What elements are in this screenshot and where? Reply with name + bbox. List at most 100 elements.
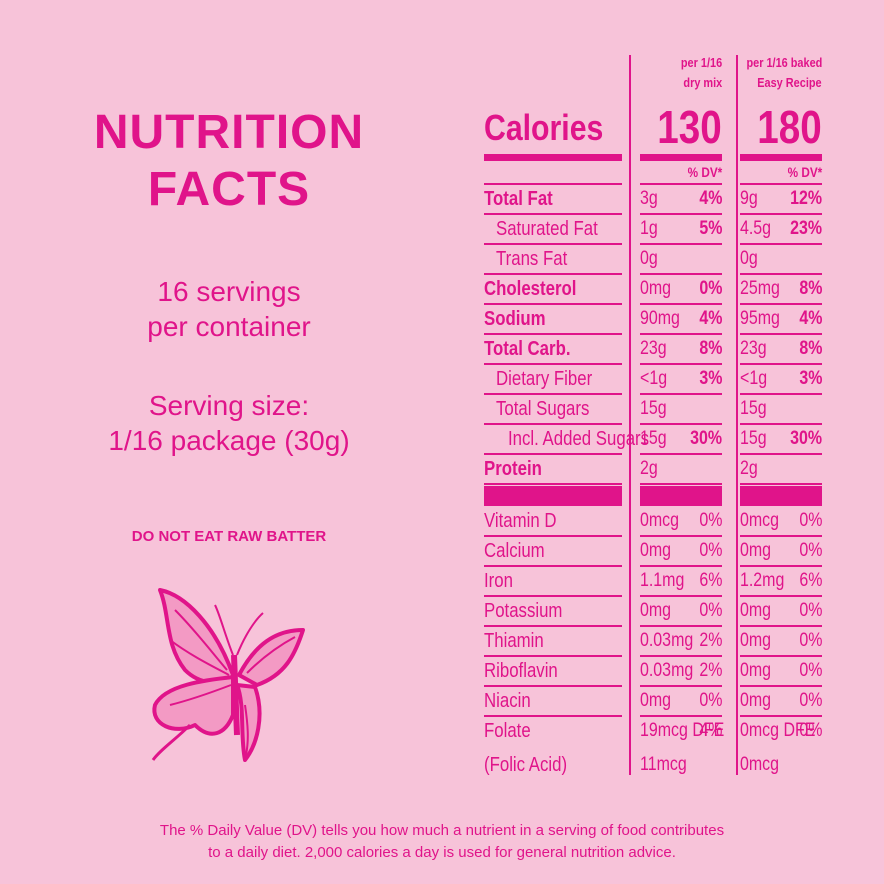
rule bbox=[740, 625, 822, 627]
nutrient-name: Saturated Fat bbox=[496, 218, 598, 240]
rule bbox=[640, 595, 722, 597]
amount: 15g bbox=[740, 398, 767, 419]
amount: 1.1mg bbox=[640, 570, 685, 591]
amount: 0.03mg bbox=[640, 660, 694, 681]
servings-text: 16 servings bbox=[157, 276, 301, 307]
butterfly-illustration bbox=[151, 588, 305, 762]
rule bbox=[484, 483, 622, 485]
amount: 0mg bbox=[640, 600, 672, 621]
amount: 11mcg bbox=[640, 754, 687, 775]
rule bbox=[484, 535, 622, 537]
rule bbox=[640, 303, 722, 305]
daily-value: 8% bbox=[698, 338, 722, 359]
rule bbox=[740, 333, 822, 335]
rule bbox=[484, 715, 622, 717]
amount: 0mg bbox=[740, 600, 772, 621]
amount: 23g bbox=[640, 338, 667, 359]
thick-rule bbox=[640, 154, 722, 161]
nutrient-name: Total Fat bbox=[484, 188, 553, 210]
amount: 3g bbox=[640, 188, 658, 209]
rule bbox=[640, 685, 722, 687]
amount: 1g bbox=[640, 218, 658, 239]
column-divider bbox=[629, 55, 631, 775]
amount: 0mg bbox=[640, 690, 672, 711]
nutrient-name: Niacin bbox=[484, 690, 531, 712]
rule bbox=[484, 243, 622, 245]
daily-value: 0% bbox=[698, 540, 722, 561]
calories-label: Calories bbox=[484, 107, 604, 148]
rule bbox=[640, 393, 722, 395]
rule bbox=[740, 565, 822, 567]
calories-value: 130 bbox=[657, 101, 722, 153]
amount: 15g bbox=[640, 398, 667, 419]
rule bbox=[740, 535, 822, 537]
rule bbox=[640, 243, 722, 245]
rule bbox=[484, 685, 622, 687]
daily-value: 0% bbox=[698, 278, 722, 299]
amount: 0g bbox=[640, 248, 658, 269]
amount: 95mg bbox=[740, 308, 780, 329]
rule bbox=[740, 715, 822, 717]
rule bbox=[484, 183, 622, 185]
daily-value: 5% bbox=[698, 218, 722, 239]
nutrient-name: Incl. Added Sugars bbox=[508, 428, 650, 450]
column-header: per 1/16 baked bbox=[746, 55, 822, 70]
dv-header: % DV* bbox=[787, 164, 822, 180]
amount: 0.03mg bbox=[640, 630, 694, 651]
rule bbox=[740, 423, 822, 425]
rule bbox=[640, 273, 722, 275]
daily-value: 30% bbox=[690, 428, 722, 449]
amount: <1g bbox=[640, 368, 668, 389]
amount: 15g bbox=[640, 428, 667, 449]
daily-value: 2% bbox=[698, 630, 722, 651]
daily-value: 0% bbox=[798, 510, 822, 531]
daily-value: 6% bbox=[698, 570, 722, 591]
serving-size-text: Serving size: bbox=[148, 390, 310, 421]
rule bbox=[484, 625, 622, 627]
amount: 0mg bbox=[740, 660, 772, 681]
rule bbox=[640, 213, 722, 215]
daily-value: 30% bbox=[790, 428, 822, 449]
amount: 0mg bbox=[640, 278, 672, 299]
column-divider bbox=[736, 55, 738, 775]
daily-value: 0% bbox=[798, 660, 822, 681]
amount: 19mcg DFE bbox=[640, 720, 725, 741]
daily-value: 0% bbox=[798, 540, 822, 561]
rule bbox=[484, 393, 622, 395]
amount: 4.5g bbox=[740, 218, 772, 239]
rule bbox=[640, 625, 722, 627]
rule bbox=[640, 483, 722, 485]
nutrient-name: Folate bbox=[484, 720, 531, 742]
nutrient-name: Protein bbox=[484, 458, 542, 480]
rule bbox=[484, 453, 622, 455]
amount: 90mg bbox=[640, 308, 680, 329]
thick-rule bbox=[484, 154, 622, 161]
footnote-line: to a daily diet. 2,000 calories a day is… bbox=[208, 843, 676, 861]
rule bbox=[484, 565, 622, 567]
daily-value: 0% bbox=[698, 600, 722, 621]
rule bbox=[484, 273, 622, 275]
nutrient-name: (Folic Acid) bbox=[484, 754, 568, 776]
amount: 0mg bbox=[640, 540, 672, 561]
rule bbox=[740, 685, 822, 687]
warning-text: DO NOT EAT RAW BATTER bbox=[131, 527, 327, 545]
daily-value: 3% bbox=[798, 368, 822, 389]
nutrient-name: Iron bbox=[484, 570, 513, 592]
daily-value: 4% bbox=[698, 188, 722, 209]
section-bar bbox=[484, 486, 622, 506]
rule bbox=[740, 453, 822, 455]
rule bbox=[484, 595, 622, 597]
thick-rule bbox=[740, 154, 822, 161]
rule bbox=[484, 333, 622, 335]
amount: 0mcg bbox=[640, 510, 680, 531]
daily-value: 0% bbox=[798, 720, 822, 741]
amount: 0mg bbox=[740, 540, 772, 561]
daily-value: 3% bbox=[698, 368, 722, 389]
nutrient-name: Dietary Fiber bbox=[496, 368, 593, 390]
section-bar bbox=[740, 486, 822, 506]
amount: 2g bbox=[740, 458, 758, 479]
rule bbox=[640, 453, 722, 455]
nutrient-name: Total Carb. bbox=[484, 338, 571, 360]
daily-value: 0% bbox=[798, 630, 822, 651]
